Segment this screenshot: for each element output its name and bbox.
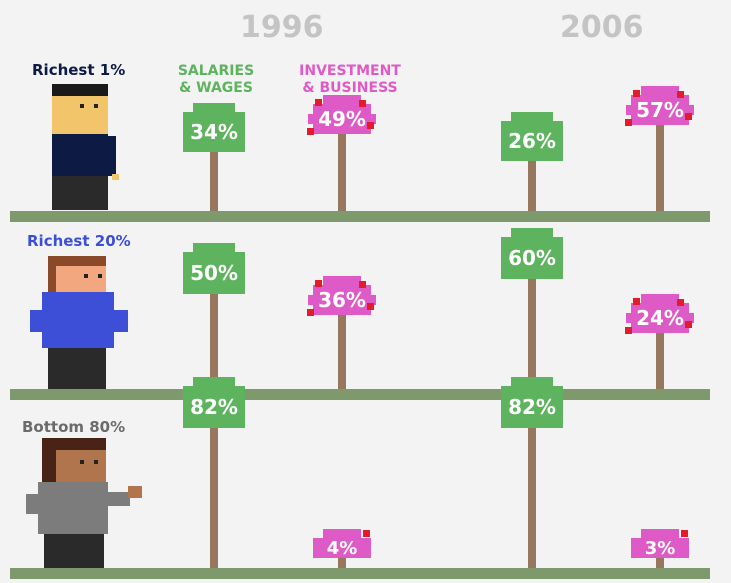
ground-row-2 bbox=[10, 389, 710, 400]
value-label-richest-20-salaries-1996: 50% bbox=[190, 261, 238, 285]
tree-trunk-richest-1-investment-1996 bbox=[338, 132, 346, 211]
row-label-richest-20: Richest 20% bbox=[27, 232, 131, 250]
value-label-bottom-80-investment-2006: 3% bbox=[644, 537, 676, 559]
richest-20-person bbox=[28, 256, 132, 390]
fruit-richest-20-investment-2006-1 bbox=[677, 299, 684, 306]
tree-trunk-richest-1-salaries-1996 bbox=[210, 149, 218, 211]
richest-1-person bbox=[52, 84, 124, 210]
fruit-richest-1-investment-2006-2 bbox=[625, 118, 632, 126]
tree-crown-bottom-80-investment-2006: 3% bbox=[631, 529, 689, 559]
investment-header-line2: & BUSINESS bbox=[302, 80, 398, 96]
value-label-richest-1-salaries-2006: 26% bbox=[508, 128, 556, 153]
tree-crown-bottom-80-salaries-2006: 82% bbox=[501, 377, 563, 428]
value-label-bottom-80-salaries-2006: 82% bbox=[508, 395, 556, 419]
investment-header-line1: INVESTMENT bbox=[299, 63, 401, 79]
value-label-richest-1-salaries-1996: 34% bbox=[190, 119, 238, 144]
tree-trunk-bottom-80-investment-1996 bbox=[338, 556, 346, 568]
tree-crown-bottom-80-salaries-1996: 82% bbox=[183, 377, 245, 428]
fruit-richest-20-investment-1996-1 bbox=[359, 281, 366, 288]
tree-crown-richest-20-investment-2006: 24% bbox=[626, 294, 694, 333]
tree-crown-richest-20-investment-1996: 36% bbox=[308, 276, 376, 315]
fruit-richest-1-investment-1996-2 bbox=[307, 128, 314, 136]
investment-header: INVESTMENT & BUSINESS bbox=[293, 63, 407, 97]
tree-trunk-richest-20-salaries-1996 bbox=[210, 292, 218, 389]
fruit-richest-1-investment-1996-3 bbox=[367, 122, 374, 130]
tree-crown-richest-1-investment-1996: 49% bbox=[308, 95, 376, 135]
fruit-richest-20-investment-1996-3 bbox=[367, 303, 374, 310]
salaries-header-line1: SALARIES bbox=[177, 63, 255, 79]
tree-trunk-richest-20-investment-1996 bbox=[338, 313, 346, 389]
salaries-header: SALARIES & WAGES bbox=[175, 63, 257, 97]
fruit-richest-20-investment-1996-0 bbox=[315, 280, 322, 287]
fruit-richest-1-investment-2006-0 bbox=[633, 89, 640, 97]
tree-crown-richest-20-salaries-2006: 60% bbox=[501, 228, 563, 279]
tree-trunk-bottom-80-salaries-2006 bbox=[528, 426, 536, 568]
value-label-richest-20-salaries-2006: 60% bbox=[508, 246, 556, 270]
value-label-bottom-80-salaries-1996: 82% bbox=[190, 395, 238, 419]
tree-crown-bottom-80-investment-1996: 4% bbox=[313, 529, 371, 559]
value-label-richest-1-investment-2006: 57% bbox=[636, 97, 684, 122]
year-1996-label: 1996 bbox=[240, 10, 324, 45]
fruit-richest-1-investment-2006-1 bbox=[677, 90, 684, 98]
tree-crown-richest-1-investment-2006: 57% bbox=[626, 85, 694, 125]
fruit-richest-20-investment-1996-2 bbox=[307, 309, 314, 316]
tree-crown-richest-20-salaries-1996: 50% bbox=[183, 243, 245, 294]
fruit-richest-20-investment-2006-3 bbox=[685, 321, 692, 328]
tree-trunk-richest-20-salaries-2006 bbox=[528, 277, 536, 389]
fruit-richest-20-investment-2006-2 bbox=[625, 327, 632, 334]
fruit-richest-1-investment-1996-1 bbox=[359, 100, 366, 108]
fruit-bottom-80-investment-1996-0 bbox=[363, 530, 370, 537]
bottom-80-person bbox=[24, 438, 144, 568]
row-label-richest-1: Richest 1% bbox=[32, 61, 126, 79]
ground-row-1 bbox=[10, 211, 710, 222]
tree-trunk-bottom-80-investment-2006 bbox=[656, 556, 664, 568]
tree-crown-richest-1-salaries-2006: 26% bbox=[501, 111, 563, 161]
value-label-richest-20-investment-1996: 36% bbox=[318, 288, 366, 312]
tree-trunk-richest-20-investment-2006 bbox=[656, 331, 664, 389]
fruit-bottom-80-investment-2006-0 bbox=[681, 530, 688, 537]
row-label-bottom-80: Bottom 80% bbox=[22, 418, 126, 436]
value-label-bottom-80-investment-1996: 4% bbox=[326, 537, 358, 559]
ground-row-3 bbox=[10, 568, 710, 579]
fruit-richest-20-investment-2006-0 bbox=[633, 298, 640, 305]
fruit-richest-1-investment-2006-3 bbox=[685, 112, 692, 120]
tree-crown-richest-1-salaries-1996: 34% bbox=[183, 102, 245, 152]
year-2006-label: 2006 bbox=[560, 10, 644, 45]
fruit-richest-1-investment-1996-0 bbox=[315, 99, 322, 107]
value-label-richest-1-investment-1996: 49% bbox=[318, 107, 366, 132]
tree-trunk-richest-1-salaries-2006 bbox=[528, 158, 536, 211]
tree-trunk-richest-1-investment-2006 bbox=[656, 122, 664, 211]
tree-trunk-bottom-80-salaries-1996 bbox=[210, 426, 218, 568]
salaries-header-line2: & WAGES bbox=[179, 80, 253, 96]
value-label-richest-20-investment-2006: 24% bbox=[636, 306, 684, 330]
